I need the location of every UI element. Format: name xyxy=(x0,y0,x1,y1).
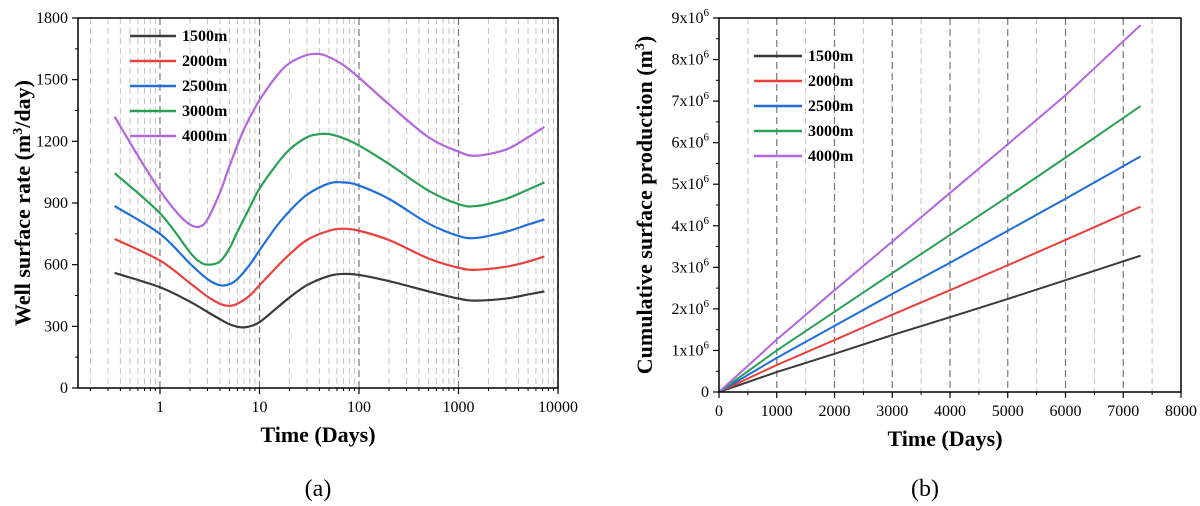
a-legend-label: 4000m xyxy=(182,128,228,145)
b-series-line-2500m xyxy=(718,155,1142,393)
b-legend: 1500m 2000m 2500m 3000m 4000m xyxy=(754,48,854,165)
b-series-line-1500m xyxy=(718,254,1141,393)
a-series-line-1500m xyxy=(114,271,545,329)
b-panel-label: (b) xyxy=(911,476,939,502)
a-y-tick-label: 900 xyxy=(44,195,68,212)
panel-b: 0 1000 2000 3000 4000 5000 6000 7000 8000 0 1x106… xyxy=(632,7,1197,502)
b-y-tick-label: 7x106 xyxy=(672,90,710,110)
b-series-line-3000m xyxy=(718,105,1142,393)
a-legend-label: 1500m xyxy=(182,28,228,45)
b-legend-label: 2500m xyxy=(808,98,854,115)
a-legend-label: 3000m xyxy=(182,103,228,120)
b-y-axis: 0 1x106 2x106 3x106 4x106 5x106 6x106 7x106 8x10… xyxy=(672,7,719,401)
b-y-tick-label: 2x106 xyxy=(672,298,710,318)
b-x-tick-label: 3000 xyxy=(876,403,908,420)
b-series xyxy=(718,24,1142,393)
a-y-axis: 0 300 600 900 1200 1500 1800 xyxy=(36,10,78,397)
a-series-line-2000m xyxy=(114,227,545,307)
b-series-line-2000m xyxy=(718,205,1141,393)
a-y-tick-label: 1800 xyxy=(36,10,68,27)
b-x-tick-label: 8000 xyxy=(1165,403,1197,420)
b-x-tick-label: 2000 xyxy=(819,403,851,420)
b-y-tick-label: 3x106 xyxy=(672,256,710,276)
a-legend-label: 2500m xyxy=(182,78,228,95)
a-x-axis-title: Time (Days) xyxy=(260,422,375,447)
a-series-line-4000m xyxy=(113,52,545,229)
b-x-tick-label: 4000 xyxy=(934,403,966,420)
b-y-tick-label: 4x106 xyxy=(672,215,710,235)
b-y-tick-label: 1x106 xyxy=(672,339,710,359)
b-x-tick-label: 6000 xyxy=(1050,403,1082,420)
a-y-tick-label: 0 xyxy=(60,380,68,397)
a-y-tick-label: 300 xyxy=(44,318,68,335)
b-legend-label: 1500m xyxy=(808,48,854,65)
a-series xyxy=(113,52,545,329)
b-grid xyxy=(747,18,1153,392)
a-y-tick-label: 1500 xyxy=(36,72,68,89)
b-y-tick-label: 6x106 xyxy=(672,132,710,152)
a-y-axis-title: Well surface rate (m3/day) xyxy=(10,80,35,326)
a-x-tick-label: 10000 xyxy=(538,399,578,416)
a-x-tick-label: 1000 xyxy=(442,399,474,416)
b-y-tick-label: 5x106 xyxy=(672,173,710,193)
b-x-axis: 0 1000 2000 3000 4000 5000 6000 7000 8000 xyxy=(715,392,1197,420)
b-y-tick-label: 9x106 xyxy=(672,7,710,27)
b-series-line-4000m xyxy=(718,24,1142,393)
a-legend: 1500m 2000m 2500m 3000m 4000m xyxy=(130,28,228,145)
a-x-tick-label: 10 xyxy=(251,399,267,416)
b-x-tick-label: 5000 xyxy=(992,403,1024,420)
a-x-tick-label: 1 xyxy=(156,399,164,416)
b-y-axis-title: Cumulative surface production (m3) xyxy=(632,36,657,374)
b-legend-label: 2000m xyxy=(808,73,854,90)
a-legend-label: 2000m xyxy=(182,53,228,70)
b-x-tick-label: 7000 xyxy=(1107,403,1139,420)
a-y-tick-label: 600 xyxy=(44,257,68,274)
b-y-tick-label: 0 xyxy=(701,384,709,401)
panel-a: 1 10 100 1000 10000 0 300 600 900 1200 1500 1800 T… xyxy=(10,10,578,502)
b-x-tick-label: 1000 xyxy=(761,403,793,420)
b-legend-label: 3000m xyxy=(808,123,854,140)
a-y-tick-label: 1200 xyxy=(36,133,68,150)
b-x-axis-title: Time (Days) xyxy=(887,426,1002,451)
a-grid xyxy=(89,18,559,388)
a-x-tick-label: 100 xyxy=(347,399,371,416)
b-legend-label: 4000m xyxy=(808,148,854,165)
a-x-axis: 1 10 100 1000 10000 xyxy=(89,388,578,416)
b-x-tick-label: 0 xyxy=(715,403,723,420)
b-y-tick-label: 8x106 xyxy=(672,49,710,69)
a-series-line-2500m xyxy=(114,180,545,287)
a-panel-label: (a) xyxy=(305,476,332,502)
a-series-line-3000m xyxy=(113,132,545,266)
